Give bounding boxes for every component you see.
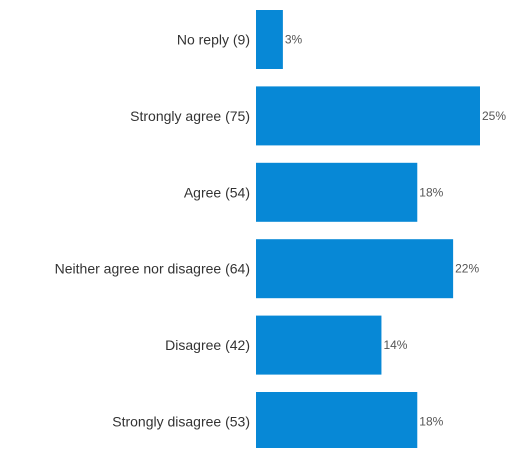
bar-4: [256, 315, 382, 375]
category-label-3: Neither agree nor disagree (64): [55, 261, 250, 277]
value-label-0: 3%: [285, 33, 303, 47]
value-label-1: 25%: [482, 109, 506, 123]
category-label-1: Strongly agree (75): [130, 108, 250, 124]
category-labels-layer: No reply (9) Strongly agree (75) Agree (54…: [55, 32, 250, 430]
value-label-4: 14%: [383, 338, 407, 352]
bar-5: [256, 392, 418, 451]
category-label-0: No reply (9): [177, 32, 250, 48]
value-label-5: 18%: [419, 415, 443, 429]
category-label-4: Disagree (42): [165, 337, 250, 353]
bar-3: [256, 239, 454, 299]
category-label-5: Strongly disagree (53): [112, 414, 250, 430]
value-labels-layer: 3% 25% 18% 22% 14% 18%: [285, 33, 506, 429]
bars-layer: [256, 10, 480, 451]
value-label-3: 22%: [455, 262, 479, 276]
bar-2: [256, 162, 418, 222]
bar-1: [256, 86, 480, 146]
bar-0: [256, 10, 283, 69]
value-label-2: 18%: [419, 185, 443, 199]
category-label-2: Agree (54): [184, 184, 250, 200]
